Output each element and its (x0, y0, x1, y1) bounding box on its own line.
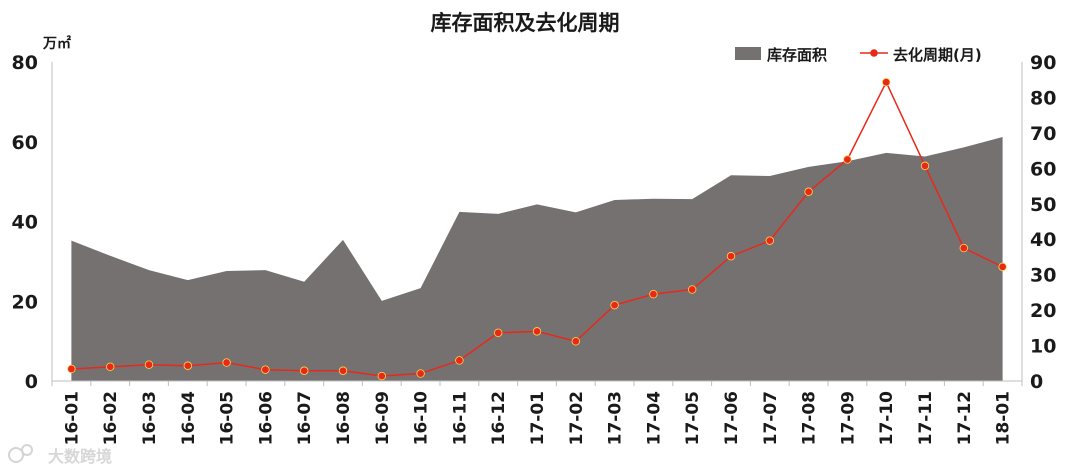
x-tick-label: 17-08 (800, 391, 820, 445)
y-right-tick-label: 0 (1030, 371, 1043, 393)
x-tick-label: 16-06 (256, 391, 276, 445)
y-right-tick-label: 20 (1030, 300, 1056, 322)
line-series-point (726, 252, 736, 261)
y-right-tick-label: 90 (1030, 52, 1056, 74)
y-right-tick-label: 50 (1030, 194, 1056, 216)
x-tick-label: 16-03 (140, 391, 160, 445)
x-tick-label: 17-09 (838, 391, 858, 445)
y-left-tick-label: 0 (25, 371, 38, 393)
line-series-point (67, 364, 76, 374)
y-right-tick-label: 40 (1030, 229, 1056, 251)
x-tick-label: 17-05 (683, 391, 703, 445)
y-left-tick-label: 40 (12, 212, 38, 234)
y-left-tick-label: 20 (12, 291, 38, 313)
line-series-point (959, 243, 968, 253)
line-series-point (920, 161, 930, 171)
line-series-point (144, 360, 154, 369)
x-tick-label: 16-02 (101, 391, 121, 445)
line-series-point (688, 285, 697, 294)
x-tick-label: 16-05 (218, 391, 238, 445)
line-series-point (532, 327, 542, 336)
line-series-point (416, 369, 425, 378)
x-tick-label: 16-04 (179, 391, 199, 446)
x-tick-label: 17-12 (955, 391, 975, 445)
line-series-point (261, 365, 270, 374)
x-tick-label: 17-02 (567, 391, 587, 445)
y-right-tick-label: 60 (1030, 158, 1056, 180)
line-series (67, 78, 1007, 381)
area-series-path (71, 136, 1003, 381)
line-series-point (455, 356, 464, 365)
area-series (71, 136, 1003, 381)
x-tick-label: 16-01 (62, 391, 82, 445)
x-tick-label: 17-06 (722, 391, 742, 445)
line-series-point (183, 361, 192, 370)
watermark: 大数跨境 (8, 444, 112, 466)
line-series-point (300, 366, 309, 375)
x-tick-label: 17-03 (606, 391, 626, 445)
x-tick-label: 17-04 (644, 391, 664, 446)
line-series-point (998, 262, 1007, 272)
x-tick-label: 16-09 (373, 391, 393, 445)
watermark-logo-icon (8, 444, 33, 463)
y-left-tick-label: 80 (12, 52, 38, 74)
legend: 库存面积 去化周期(月) (735, 46, 982, 64)
line-series-point (571, 337, 580, 346)
line-series-point (222, 358, 231, 367)
legend-line-label: 去化周期(月) (893, 46, 982, 64)
x-tick-label: 18-01 (994, 391, 1014, 445)
x-tick-label: 16-10 (412, 391, 432, 446)
line-series-point (105, 362, 115, 372)
line-series-point (338, 366, 348, 375)
y-right-tick-label: 80 (1030, 87, 1056, 109)
line-series-point (804, 187, 813, 196)
y-left-tick-label: 60 (12, 132, 38, 154)
watermark-text: 大数跨境 (48, 447, 112, 466)
line-series-point (610, 300, 619, 310)
x-tick-label: 17-10 (877, 391, 897, 446)
x-tick-label: 16-07 (295, 391, 315, 445)
y-right-tick-label: 30 (1030, 265, 1056, 287)
legend-area-label: 库存面积 (767, 46, 827, 64)
legend-area-swatch (735, 47, 761, 60)
legend-line-marker (870, 49, 878, 57)
y-right-tick-label: 70 (1030, 123, 1056, 145)
line-series-point (494, 328, 503, 337)
line-series-point (649, 289, 658, 299)
line-series-point (765, 236, 774, 245)
x-tick-label: 16-12 (489, 391, 509, 445)
line-series-point (882, 78, 891, 87)
left-axis-unit: 万㎡ (42, 35, 71, 52)
y-right-tick-label: 10 (1030, 336, 1056, 358)
x-tick-label: 17-11 (916, 391, 936, 445)
chart-title: 库存面积及去化周期 (431, 11, 620, 35)
x-tick-label: 17-07 (761, 391, 781, 445)
line-series-point (843, 155, 852, 164)
x-tick-label: 16-08 (334, 391, 354, 445)
axes: 0 20 40 60 80 0 10 20 30 40 50 60 70 80 90 16-01 16-02 16… (12, 52, 1057, 445)
x-tick-label: 17-01 (528, 391, 548, 445)
line-series-point (377, 371, 386, 381)
x-tick-label: 16-11 (450, 391, 470, 445)
